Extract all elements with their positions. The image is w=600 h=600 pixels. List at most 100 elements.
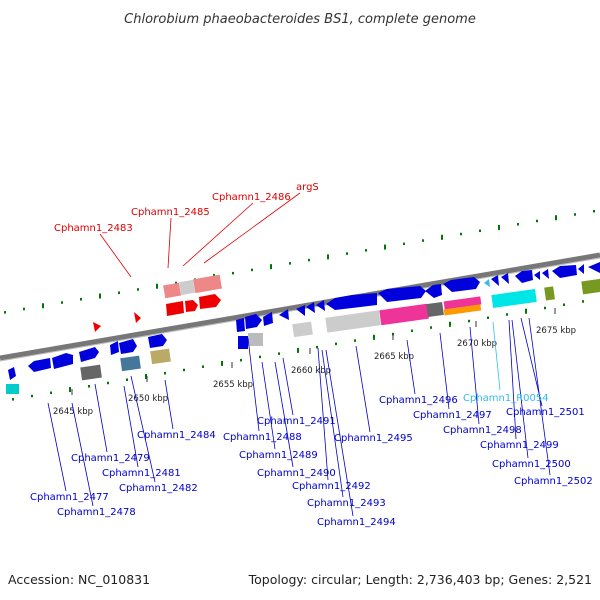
gene-2498: [443, 277, 480, 292]
blue-gene-label: Cphamn1_2478: [57, 507, 136, 518]
gene-2477: [8, 367, 16, 380]
blue-gene-label: Cphamn1_2499: [480, 440, 559, 451]
leader-line: [355, 345, 371, 433]
red-gene-a: [166, 301, 184, 316]
tick-label: 2645 kbp: [53, 407, 93, 417]
tick-label: 2675 kbp: [536, 326, 576, 336]
gene-2496: [378, 286, 426, 302]
khaki-gene-2484: [150, 348, 171, 365]
tick-label: 2650 kbp: [128, 394, 168, 404]
red-gene-label: Cphamn1_2485: [131, 207, 210, 218]
leader-line: [469, 326, 480, 425]
blue-gene-label: Cphamn1_2498: [443, 425, 522, 436]
blue-gene-label: Cphamn1_2482: [119, 483, 198, 494]
gene-2502b: [542, 269, 549, 279]
blue-gene-label: Cphamn1_2481: [102, 468, 181, 479]
gc-track-lower: [12, 300, 584, 401]
gene-2479: [52, 353, 73, 369]
leader-line: [164, 379, 174, 430]
darkgray-gene-2497: [426, 301, 444, 318]
leader-line: [508, 319, 517, 440]
blue-gene-2488b: [238, 336, 248, 349]
leader-line: [528, 317, 551, 476]
gene-2491: [279, 309, 289, 320]
blue-gene-label: Cphamn1_2490: [257, 468, 336, 479]
leader-line: [71, 402, 94, 507]
map-title: Chlorobium phaeobacteroides BS1, complet…: [124, 12, 476, 27]
magenta-gene-2496: [379, 303, 429, 326]
gene-2482b: [119, 339, 137, 354]
leader-line: [247, 337, 260, 432]
tick-label: 2655 kbp: [213, 380, 253, 390]
gene-2493: [306, 302, 315, 313]
leader-line: [130, 375, 156, 483]
gray-gene-2488c: [248, 333, 263, 346]
label-leader-lines: [47, 192, 551, 517]
gene-2492: [296, 305, 305, 316]
blue-gene-label: Cphamn1_2491: [257, 416, 336, 427]
gene-2497: [425, 284, 442, 298]
leader-line: [325, 349, 354, 517]
red-gene-label: argS: [296, 182, 319, 193]
olive-gene-2502: [581, 278, 600, 295]
forward-gene-track: [6, 262, 600, 394]
red-gene-2484: [134, 312, 141, 323]
gene-2482a: [110, 341, 119, 355]
blue-gene-label: Cphamn1_2488: [223, 432, 302, 443]
leader-line: [282, 357, 294, 416]
gene-2478: [28, 358, 51, 372]
gene-2494: [316, 300, 325, 311]
blue-gene-label: Cphamn1_2501: [506, 407, 585, 418]
accession-text: Accession: NC_010831: [8, 572, 151, 587]
leader-line: [167, 217, 172, 269]
blue-gene-label: Cphamn1_2496: [379, 395, 458, 406]
leader-line: [274, 361, 294, 468]
blue-gene-label: Cphamn1_2495: [334, 433, 413, 444]
pink-gene-2486: [192, 274, 223, 294]
leader-line: [203, 192, 301, 264]
blue-gene-label: Cphamn1_2489: [239, 450, 318, 461]
pink-gene-2485: [163, 282, 182, 299]
red-gene-label: Cphamn1_2486: [212, 192, 291, 203]
gene-2495: [326, 293, 377, 310]
leader-line: [492, 321, 501, 391]
topology-text: Topology: circular; Length: 2,736,403 bp…: [248, 572, 592, 587]
blue-gene-label: Cphamn1_2497: [413, 410, 492, 421]
leader-line: [94, 383, 108, 453]
gray-gene-2495: [325, 310, 381, 333]
gene-2502d: [578, 264, 584, 274]
gene-2484: [148, 334, 167, 348]
blue-gene-label: Cphamn1_2502: [514, 476, 593, 487]
position-ticks: 2645 kbp 2650 kbp 2655 kbp 2660 kbp 2665 kbp…: [53, 308, 576, 417]
gene-2481: [79, 347, 99, 362]
gene-2490: [263, 312, 273, 326]
gray-gene-2485b: [179, 279, 196, 296]
cyan-gene-2499: [491, 288, 537, 308]
olive-gene-2501: [544, 286, 555, 301]
leader-line: [439, 332, 450, 410]
leader-line: [321, 349, 344, 498]
gray-gene-2479: [80, 364, 102, 381]
red-gene-label: Cphamn1_2483: [54, 223, 133, 234]
orange-gene-2498: [443, 304, 482, 316]
blue-gene-label: Cphamn1_2492: [292, 481, 371, 492]
gene-2499: [491, 275, 499, 286]
rna-R0054: [484, 279, 490, 287]
blue-gene-label: Cphamn1_2477: [30, 492, 109, 503]
blue-gene-label: Cphamn1_2494: [317, 517, 396, 528]
cyan-gene-2477: [6, 384, 19, 394]
blue-gene-label: Cphamn1_2479: [71, 453, 150, 464]
leader-line: [123, 385, 139, 468]
blue-gene-label: Cphamn1_2500: [492, 459, 571, 470]
tick-label: 2660 kbp: [291, 366, 331, 376]
red-gene-b: [185, 300, 198, 312]
red-gene-c: [199, 294, 221, 309]
blue-gene-label: Cphamn1_2484: [137, 430, 216, 441]
blue-gene-label: Cphamn1_2493: [307, 498, 386, 509]
tick-label: 2665 kbp: [374, 352, 414, 362]
leader-line: [406, 339, 416, 395]
leader-line: [47, 402, 67, 492]
gray-gene-2492: [292, 321, 313, 338]
